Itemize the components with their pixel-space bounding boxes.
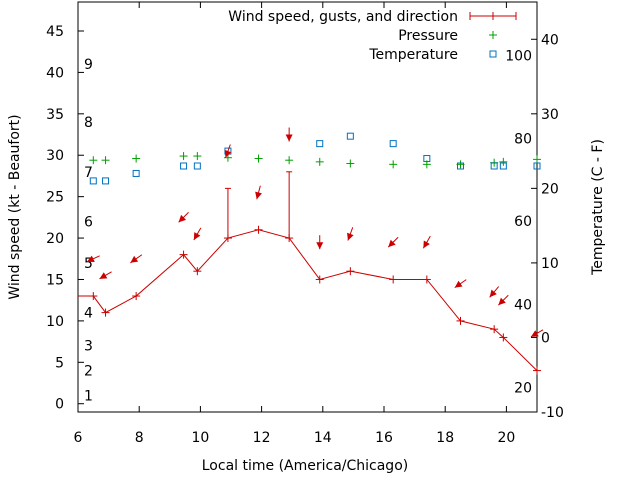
x-tick-label: 6 (74, 430, 83, 446)
y-tick-label: 15 (46, 272, 64, 288)
wind-arrow-head (347, 232, 354, 241)
wind-arrow-head (178, 214, 187, 223)
temperature-point (533, 162, 541, 170)
beaufort-label: 8 (84, 115, 93, 131)
wind-arrow-head (130, 255, 139, 263)
temperature-point (180, 162, 188, 170)
beaufort-label: 1 (84, 388, 93, 404)
temperature-point (316, 140, 324, 148)
x-tick-label: 18 (436, 430, 454, 446)
pressure-series (89, 152, 541, 169)
fahrenheit-label: 40 (514, 298, 532, 314)
y-tick-label: 5 (55, 355, 64, 371)
temperature-series (89, 132, 541, 185)
axis-ticks: 6 8 10 12 14 16 18 20051015202530354045-1001020… (46, 2, 564, 446)
temperature-point (423, 155, 431, 163)
temperature-point (457, 162, 464, 170)
y2-tick-label: 40 (541, 32, 559, 48)
wind-arrow-head (388, 239, 396, 248)
y2-tick-label: 20 (541, 181, 559, 197)
wind-arrow-head (99, 272, 108, 279)
beaufort-label: 3 (84, 339, 93, 355)
x-tick-label: 12 (253, 430, 271, 446)
beaufort-label: 2 (84, 364, 93, 380)
legend-key-temperature (489, 50, 497, 58)
y2-tick-label: -10 (541, 405, 564, 421)
y-tick-label: 0 (55, 397, 64, 413)
y-tick-label: 35 (46, 107, 64, 123)
temperature-point (193, 162, 201, 170)
wind-arrow-head (255, 191, 262, 200)
beaufort-label: 6 (84, 214, 93, 230)
beaufort-label: 4 (84, 306, 93, 322)
x-tick-label: 16 (375, 430, 393, 446)
wind-arrow-head (530, 330, 539, 337)
temperature-point (389, 140, 397, 148)
fahrenheit-label: 20 (514, 380, 532, 396)
legend-label-temperature: Temperature (368, 47, 458, 63)
wind-arrow-head (454, 280, 463, 288)
fahrenheit-label: 100 (505, 49, 532, 65)
y-tick-label: 45 (46, 24, 64, 40)
legend-label-wind: Wind speed, gusts, and direction (228, 9, 458, 25)
wind-arrow-head (285, 134, 293, 142)
y2-tick-label: 10 (541, 256, 559, 272)
legend-label-pressure: Pressure (398, 28, 458, 44)
beaufort-label: 7 (84, 165, 93, 181)
wind-arrow-head (423, 240, 430, 249)
fahrenheit-label: 60 (514, 214, 532, 230)
fahrenheit-label: 80 (514, 131, 532, 147)
wind-arrow-head (224, 149, 232, 158)
beaufort-label: 9 (84, 57, 93, 73)
beaufort-labels: 1 2 3 4 5 6 7 8 9 (84, 57, 93, 404)
temperature-point (490, 162, 498, 170)
temperature-point (499, 162, 507, 170)
y-tick-label: 25 (46, 190, 64, 206)
x-tick-label: 10 (191, 430, 209, 446)
wind-line (78, 229, 538, 371)
x-axis-label: Local time (America/Chicago) (202, 458, 408, 474)
wind-arrow-head (316, 242, 324, 250)
y2-tick-label: 30 (541, 107, 559, 123)
wind-arrow-head (193, 232, 201, 240)
wind-arrow-head (489, 289, 497, 298)
legend-key-wind (469, 12, 517, 20)
x-tick-label: 20 (497, 430, 515, 446)
temperature-point (102, 177, 110, 185)
x-tick-label: 8 (135, 430, 144, 446)
wind-series (78, 171, 541, 375)
y2-tick-label: 0 (541, 330, 550, 346)
legend: Wind speed, gusts, and direction Pressur… (228, 9, 517, 63)
wind-arrow-head (86, 255, 95, 262)
wind-arrow-head (498, 297, 506, 306)
y-tick-label: 20 (46, 231, 64, 247)
beaufort-label: 5 (84, 256, 93, 272)
x-tick-label: 14 (314, 430, 332, 446)
y-tick-label: 10 (46, 314, 64, 330)
legend-key-pressure (489, 31, 497, 39)
temperature-point (346, 132, 354, 140)
y-axis-label: Wind speed (kt - Beaufort) (7, 114, 23, 299)
y2-axis-label: Temperature (C - F) (590, 139, 606, 276)
plot-frame (77, 1, 538, 413)
y-tick-label: 30 (46, 148, 64, 164)
wind-direction-arrows (86, 127, 544, 338)
temperature-point (89, 177, 97, 185)
fahrenheit-labels: 20 40 60 80 100 (505, 49, 532, 397)
y-tick-label: 40 (46, 65, 64, 81)
temperature-point (132, 169, 140, 177)
